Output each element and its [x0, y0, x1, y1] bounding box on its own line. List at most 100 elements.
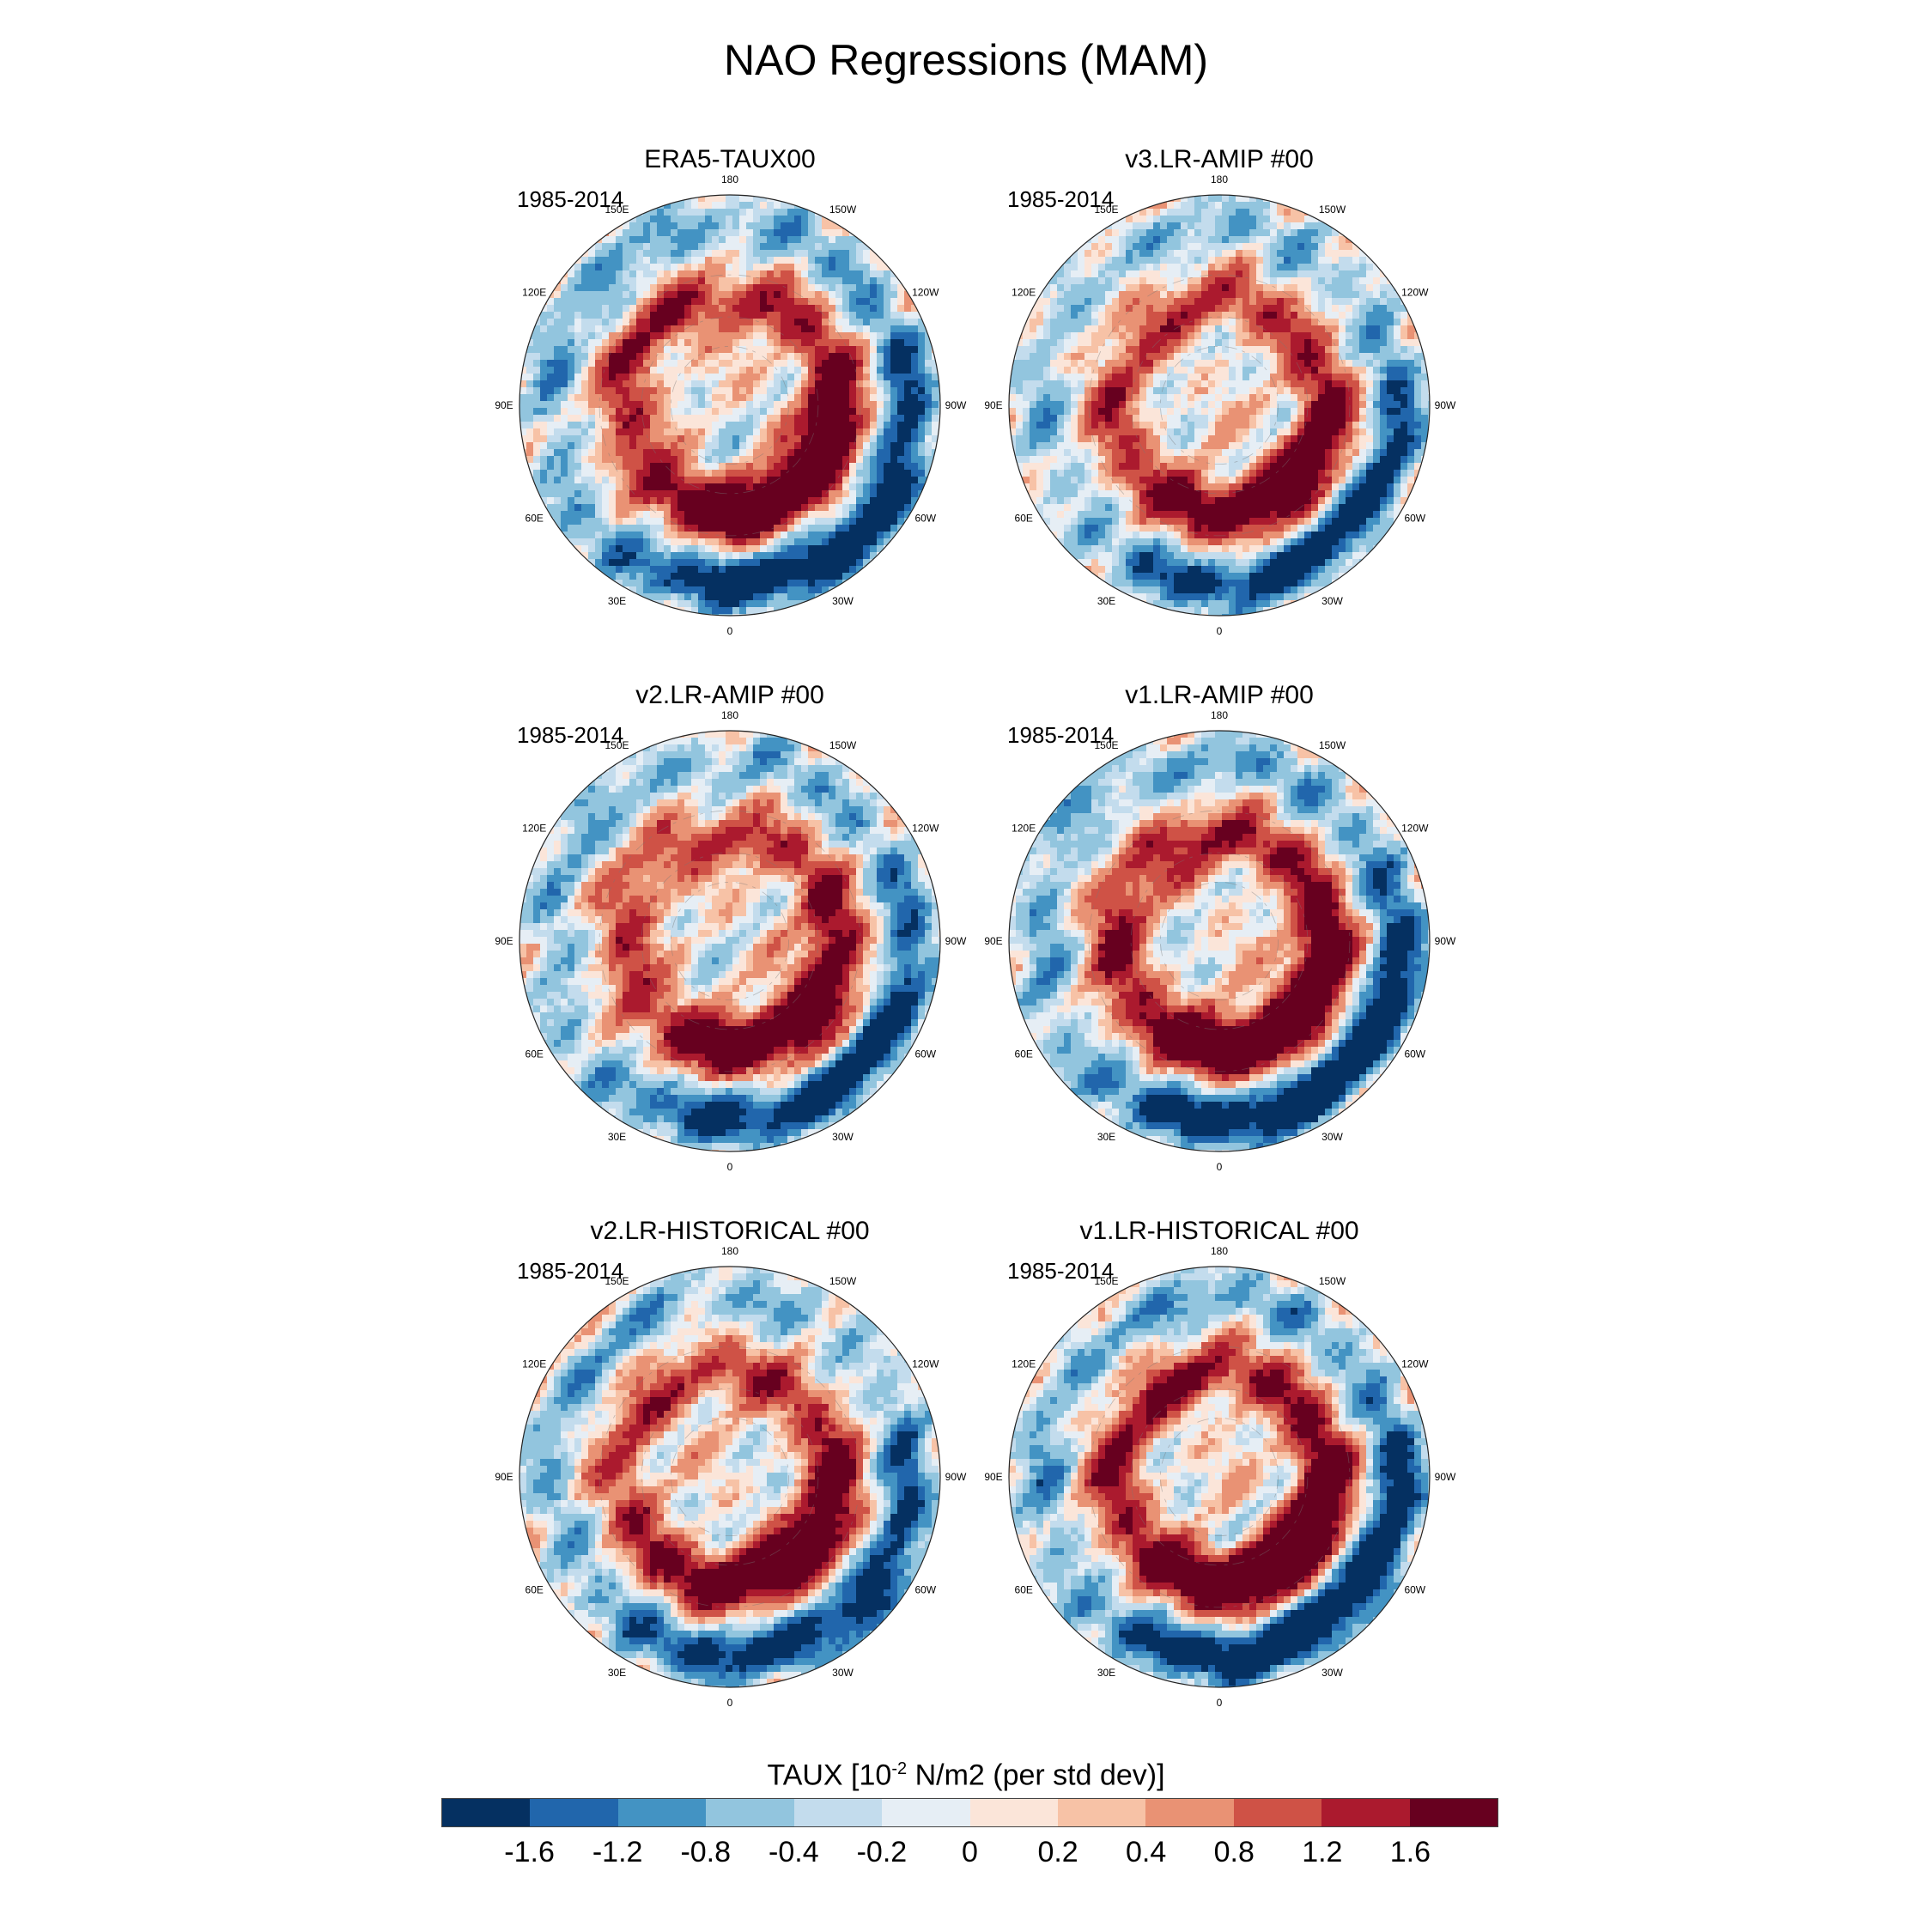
- field-cell: [897, 270, 905, 278]
- field-cell: [835, 339, 843, 347]
- field-cell: [561, 442, 568, 450]
- field-cell: [1215, 374, 1223, 381]
- field-cell: [1146, 236, 1154, 244]
- field-cell: [822, 518, 829, 526]
- field-cell: [904, 456, 912, 464]
- field-cell: [863, 422, 871, 429]
- field-cell: [794, 470, 802, 477]
- field-cell: [568, 270, 575, 278]
- field-cell: [1297, 380, 1305, 388]
- field-cell: [739, 298, 747, 306]
- field-cell: [1194, 339, 1202, 347]
- field-cell: [1428, 428, 1430, 436]
- field-cell: [1078, 367, 1085, 374]
- field-cell: [925, 442, 933, 450]
- field-cell: [1284, 305, 1291, 313]
- field-cell: [1421, 415, 1429, 422]
- field-cell: [643, 559, 651, 567]
- field-cell: [1284, 360, 1291, 368]
- field-cell: [1270, 422, 1278, 429]
- field-cell: [1160, 209, 1168, 216]
- field-cell: [568, 408, 575, 416]
- field-cell: [877, 374, 884, 381]
- field-cell: [732, 477, 740, 484]
- field-cell: [1270, 209, 1278, 216]
- field-cell: [877, 449, 884, 457]
- field-cell: [1126, 353, 1133, 361]
- field-cell: [1311, 312, 1319, 319]
- field-cell: [794, 566, 802, 574]
- field-cell: [650, 387, 658, 395]
- field-cell: [1174, 332, 1182, 340]
- field-cell: [1188, 325, 1195, 333]
- field-cell: [588, 538, 596, 546]
- field-cell: [1050, 387, 1058, 395]
- field-cell: [1407, 339, 1415, 347]
- field-cell: [787, 497, 795, 505]
- field-cell: [1270, 312, 1278, 319]
- field-cell: [829, 367, 836, 374]
- field-cell: [767, 422, 775, 429]
- field-cell: [890, 490, 898, 498]
- field-cell: [719, 518, 726, 526]
- field-cell: [1229, 394, 1236, 402]
- field-cell: [1057, 367, 1065, 374]
- field-cell: [808, 415, 816, 422]
- field-cell: [808, 209, 816, 216]
- field-cell: [664, 202, 671, 210]
- field-cell: [1064, 257, 1072, 264]
- field-cell: [801, 339, 809, 347]
- field-cell: [822, 243, 829, 251]
- field-cell: [691, 209, 699, 216]
- field-cell: [650, 291, 658, 299]
- field-cell: [636, 428, 644, 436]
- field-cell: [588, 415, 596, 422]
- field-cell: [684, 449, 692, 457]
- field-cell: [1064, 428, 1072, 436]
- field-cell: [554, 394, 562, 402]
- field-cell: [767, 202, 775, 210]
- field-cell: [1366, 312, 1374, 319]
- field-cell: [732, 566, 740, 574]
- field-cell: [526, 387, 534, 395]
- field-cell: [1133, 401, 1140, 409]
- field-cell: [1284, 236, 1291, 244]
- field-cell: [1133, 243, 1140, 251]
- field-cell: [636, 442, 644, 450]
- field-cell: [540, 470, 548, 477]
- field-cell: [774, 298, 781, 306]
- field-cell: [1263, 339, 1271, 347]
- field-cell: [849, 298, 857, 306]
- field-cell: [602, 264, 610, 271]
- field-cell: [1332, 415, 1340, 422]
- field-cell: [1208, 270, 1216, 278]
- field-cell: [1160, 243, 1168, 251]
- field-cell: [1188, 277, 1195, 285]
- field-cell: [1400, 325, 1408, 333]
- field-cell: [664, 270, 671, 278]
- field-cell: [842, 305, 850, 313]
- field-cell: [849, 264, 857, 271]
- field-cell: [698, 566, 706, 574]
- field-cell: [822, 559, 829, 567]
- field-cell: [835, 408, 843, 416]
- field-cell: [1284, 325, 1291, 333]
- field-cell: [787, 580, 795, 587]
- field-cell: [540, 367, 548, 374]
- field-cell: [595, 415, 603, 422]
- field-cell: [1036, 401, 1044, 409]
- field-cell: [588, 428, 596, 436]
- field-cell: [890, 525, 898, 532]
- field-cell: [732, 552, 740, 560]
- field-cell: [540, 490, 548, 498]
- field-cell: [774, 415, 781, 422]
- field-cell: [609, 566, 617, 574]
- field-cell: [1277, 319, 1285, 326]
- field-cell: [904, 394, 912, 402]
- field-cell: [1284, 257, 1291, 264]
- field-cell: [794, 312, 802, 319]
- field-cell: [1133, 325, 1140, 333]
- field-cell: [1400, 332, 1408, 340]
- field-cell: [1215, 353, 1223, 361]
- field-cell: [897, 463, 905, 471]
